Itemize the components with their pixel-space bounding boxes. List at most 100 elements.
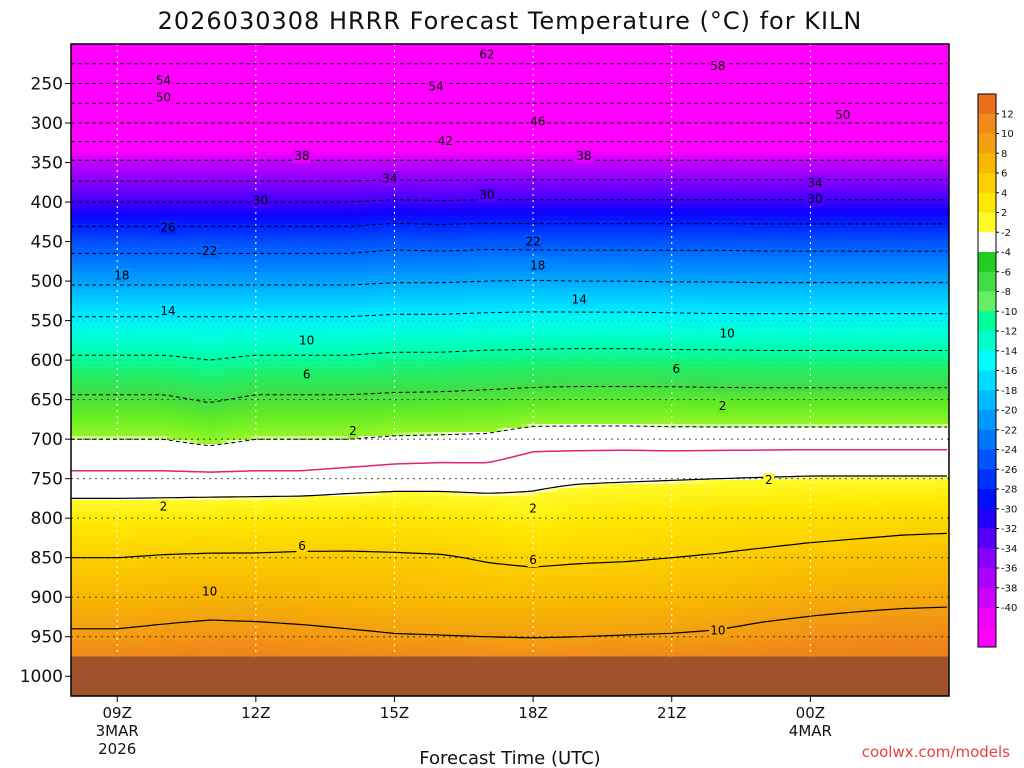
- contour-label: 30: [807, 192, 822, 206]
- colorbar-label: -6: [1001, 267, 1011, 278]
- colorbar-swatch: [978, 351, 996, 371]
- x-tick-label: 00Z: [796, 704, 825, 722]
- contour-label: 2: [529, 502, 537, 516]
- colorbar-label: 10: [1001, 129, 1014, 140]
- y-tick-label: 600: [31, 351, 63, 371]
- colorbar-label: -12: [1001, 327, 1017, 338]
- below-ground-fill: [71, 656, 949, 696]
- y-tick-label: 650: [31, 391, 63, 411]
- x-tick-label: 15Z: [380, 704, 409, 722]
- contour-label: 50: [835, 108, 850, 122]
- contour-label: 10: [299, 333, 314, 347]
- y-tick-label: 500: [31, 272, 63, 292]
- colorbar-swatch: [978, 430, 996, 450]
- contour-label: 14: [572, 292, 587, 306]
- colorbar-swatch: [978, 627, 996, 647]
- y-tick-label: 950: [31, 628, 63, 648]
- colorbar-swatch: [978, 173, 996, 193]
- colorbar-label: 4: [1001, 188, 1007, 199]
- ground-surface: [71, 656, 949, 696]
- contour-label: 6: [303, 367, 311, 381]
- y-tick-label: 700: [31, 430, 63, 450]
- contour-label: 2: [349, 424, 357, 438]
- colorbar-swatch: [978, 371, 996, 391]
- colorbar-swatch: [978, 311, 996, 331]
- contour-label: 2: [160, 499, 168, 513]
- colorbar-label: -30: [1001, 504, 1017, 515]
- x-tick-label: 21Z: [657, 704, 686, 722]
- colorbar-label: -2: [1001, 228, 1011, 239]
- colorbar-label: 8: [1001, 149, 1007, 160]
- contour-label: 18: [530, 258, 545, 272]
- contour-label: 54: [428, 80, 443, 94]
- colorbar-label: -26: [1001, 465, 1017, 476]
- colorbar-label: 12: [1001, 109, 1014, 120]
- contour-label: 62: [479, 47, 494, 61]
- contour-label: 10: [202, 585, 217, 599]
- contour-label: 42: [438, 134, 453, 148]
- contour-label: 10: [720, 326, 735, 340]
- colorbar-legend: 12108642-2-4-6-8-10-12-14-16-18-20-22-24…: [978, 94, 1017, 647]
- colorbar-swatch: [978, 252, 996, 272]
- contour-label: 46: [530, 114, 545, 128]
- contour-label: 50: [156, 91, 171, 105]
- colorbar-swatch: [978, 489, 996, 509]
- colorbar-swatch: [978, 568, 996, 588]
- colorbar-swatch: [978, 509, 996, 529]
- x-tick-label: 09Z: [103, 704, 132, 722]
- x-tick-label: 12Z: [241, 704, 270, 722]
- colorbar-label: 2: [1001, 208, 1007, 219]
- colorbar-label: -20: [1001, 406, 1017, 417]
- colorbar-label: -36: [1001, 564, 1017, 575]
- contour-label: 30: [253, 193, 268, 207]
- contour-label: 26: [160, 220, 175, 234]
- temperature-cross-section-chart: 2026030308 HRRR Forecast Temperature (°C…: [0, 0, 1024, 768]
- contour-label: 38: [576, 149, 591, 163]
- colorbar-swatch: [978, 608, 996, 628]
- colorbar-label: -4: [1001, 248, 1011, 259]
- y-tick-label: 250: [31, 75, 63, 95]
- contour-label: 2: [719, 399, 727, 413]
- colorbar-swatch: [978, 588, 996, 608]
- contour-label: 54: [156, 73, 171, 87]
- contour-label: 30: [479, 188, 494, 202]
- colorbar-label: -10: [1001, 307, 1017, 318]
- colorbar-swatch: [978, 232, 996, 252]
- x-tick-sublabel: 3MAR: [96, 722, 139, 740]
- x-tick-label: 18Z: [518, 704, 547, 722]
- colorbar-swatch: [978, 94, 996, 114]
- colorbar-label: -34: [1001, 544, 1017, 555]
- colorbar-swatch: [978, 292, 996, 312]
- contour-label: 34: [382, 171, 397, 185]
- y-tick-label: 300: [31, 114, 63, 134]
- contour-label: 2: [765, 473, 773, 487]
- colorbar-swatch: [978, 390, 996, 410]
- colorbar-swatch: [978, 469, 996, 489]
- colorbar-label: -24: [1001, 445, 1017, 456]
- contour-label: 58: [710, 59, 725, 73]
- chart-title: 2026030308 HRRR Forecast Temperature (°C…: [158, 7, 863, 35]
- contour-label: 22: [202, 244, 217, 258]
- colorbar-swatch: [978, 548, 996, 568]
- y-tick-label: 400: [31, 193, 63, 213]
- y-axis: 2503003504004505005506006507007508008509…: [20, 75, 71, 688]
- colorbar-swatch: [978, 272, 996, 292]
- colorbar-swatch: [978, 410, 996, 430]
- y-tick-label: 800: [31, 509, 63, 529]
- y-tick-label: 450: [31, 233, 63, 253]
- contour-label: 10: [710, 623, 725, 637]
- x-tick-sublabel: 4MAR: [789, 722, 832, 740]
- colorbar-label: 6: [1001, 169, 1007, 180]
- x-tick-sublabel: 2026: [98, 740, 136, 758]
- colorbar-label: -18: [1001, 386, 1017, 397]
- y-tick-label: 850: [31, 549, 63, 569]
- colorbar-label: -8: [1001, 287, 1011, 298]
- colorbar-swatch: [978, 331, 996, 351]
- credit-text: coolwx.com/models: [862, 743, 1010, 761]
- contour-label: 14: [160, 304, 175, 318]
- y-tick-label: 1000: [20, 667, 63, 687]
- y-tick-label: 350: [31, 154, 63, 174]
- colorbar-label: -32: [1001, 524, 1017, 535]
- colorbar-swatch: [978, 450, 996, 470]
- y-tick-label: 750: [31, 470, 63, 490]
